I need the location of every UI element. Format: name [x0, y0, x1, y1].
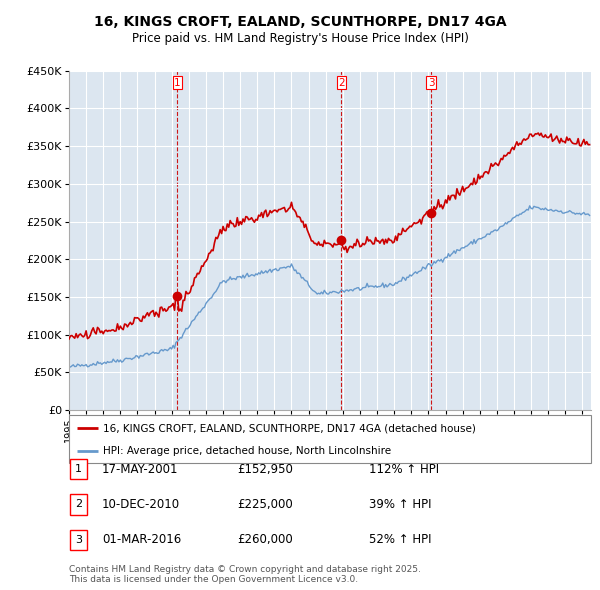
Text: 1: 1 — [75, 464, 82, 474]
Text: 39% ↑ HPI: 39% ↑ HPI — [369, 498, 431, 511]
Text: 2: 2 — [338, 78, 345, 87]
Text: 17-MAY-2001: 17-MAY-2001 — [102, 463, 179, 476]
Text: 10-DEC-2010: 10-DEC-2010 — [102, 498, 180, 511]
Text: 16, KINGS CROFT, EALAND, SCUNTHORPE, DN17 4GA (detached house): 16, KINGS CROFT, EALAND, SCUNTHORPE, DN1… — [103, 423, 476, 433]
Text: 2: 2 — [75, 500, 82, 509]
Text: £152,950: £152,950 — [237, 463, 293, 476]
Text: 16, KINGS CROFT, EALAND, SCUNTHORPE, DN17 4GA: 16, KINGS CROFT, EALAND, SCUNTHORPE, DN1… — [94, 15, 506, 29]
Text: 112% ↑ HPI: 112% ↑ HPI — [369, 463, 439, 476]
Text: 52% ↑ HPI: 52% ↑ HPI — [369, 533, 431, 546]
Text: £225,000: £225,000 — [237, 498, 293, 511]
Text: 1: 1 — [174, 78, 181, 87]
Text: Price paid vs. HM Land Registry's House Price Index (HPI): Price paid vs. HM Land Registry's House … — [131, 32, 469, 45]
Text: HPI: Average price, detached house, North Lincolnshire: HPI: Average price, detached house, Nort… — [103, 446, 391, 456]
Text: Contains HM Land Registry data © Crown copyright and database right 2025.
This d: Contains HM Land Registry data © Crown c… — [69, 565, 421, 584]
Text: 3: 3 — [75, 535, 82, 545]
Text: 01-MAR-2016: 01-MAR-2016 — [102, 533, 181, 546]
Text: 3: 3 — [428, 78, 434, 87]
Text: £260,000: £260,000 — [237, 533, 293, 546]
